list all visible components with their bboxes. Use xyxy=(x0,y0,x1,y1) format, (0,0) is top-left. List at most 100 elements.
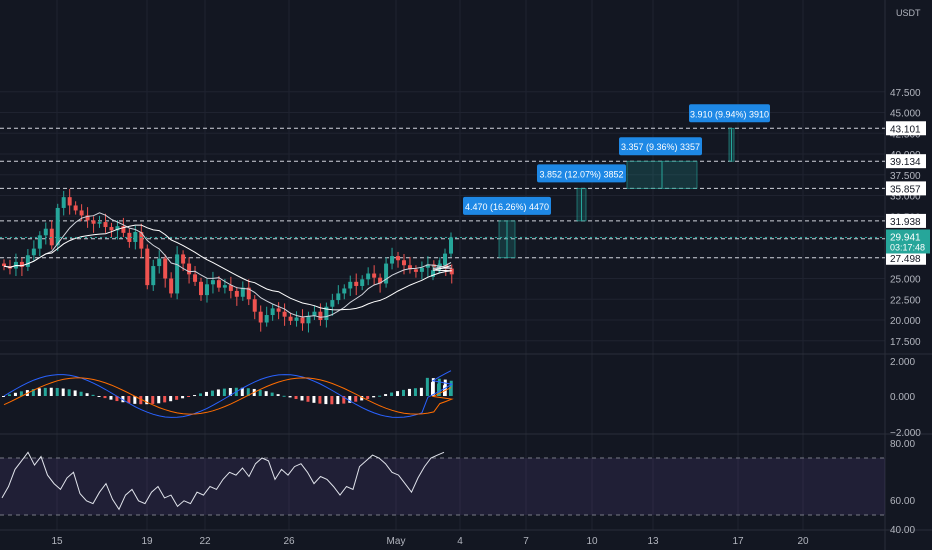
candle-body xyxy=(222,285,227,288)
macd-histogram-bar xyxy=(169,396,173,402)
candle-body xyxy=(396,256,401,261)
macd-tick-label: −2.000 xyxy=(890,428,921,439)
level-tag-bg-0 xyxy=(886,121,926,136)
candle-body xyxy=(79,210,84,216)
candle-body xyxy=(234,290,239,297)
macd-histogram-bar xyxy=(282,395,286,397)
rsi-band-fill xyxy=(0,458,885,515)
candle-body xyxy=(2,263,6,267)
macd-histogram-bar xyxy=(145,396,149,405)
price-tick-label: 35.000 xyxy=(890,192,921,203)
macd-histogram-bar xyxy=(79,391,83,396)
range-label-1: 3.852 (12.07%) 3852 xyxy=(539,169,623,179)
macd-histogram-bar xyxy=(204,391,208,396)
price-tick-label: 20.000 xyxy=(890,316,921,327)
macd-histogram-bar xyxy=(258,389,262,396)
rsi-tick-label: 80.00 xyxy=(890,439,915,450)
macd-histogram-bar xyxy=(61,388,65,396)
macd-histogram-bar xyxy=(425,377,429,396)
candle-body xyxy=(390,256,395,264)
macd-histogram-bar xyxy=(2,396,5,397)
macd-histogram-bar xyxy=(354,396,358,402)
macd-histogram-bar xyxy=(396,391,400,396)
macd-histogram-bar xyxy=(199,393,203,396)
candle-body xyxy=(91,220,96,224)
candle-body xyxy=(97,222,102,224)
macd-histogram-bar xyxy=(31,389,35,396)
candle-body xyxy=(103,222,108,228)
macd-histogram-bar xyxy=(419,387,423,396)
macd-histogram-bar xyxy=(407,388,411,396)
price-tick-label: 22.500 xyxy=(890,295,921,306)
level-tag-5: 27.498 xyxy=(890,254,921,265)
macd-tick-label: 2.000 xyxy=(890,357,915,368)
macd-histogram-bar xyxy=(264,391,268,396)
candle-body xyxy=(407,265,412,270)
candle-body xyxy=(216,280,221,288)
macd-histogram-bar xyxy=(437,383,440,396)
candle-body xyxy=(270,308,275,316)
candle-body xyxy=(413,269,418,272)
macd-histogram-bar xyxy=(348,396,352,403)
macd-histogram-bar xyxy=(7,394,11,396)
candle-body xyxy=(19,261,24,267)
candle-body xyxy=(37,235,42,249)
range-label-2: 3.357 (9.36%) 3357 xyxy=(621,142,700,152)
macd-histogram-bar xyxy=(330,396,334,405)
candle-body xyxy=(169,278,174,294)
macd-histogram-bar xyxy=(318,396,322,404)
candle-body xyxy=(246,287,251,300)
range-label-0: 4.470 (16.26%) 4470 xyxy=(465,202,549,212)
x-tick-label: 26 xyxy=(283,536,295,547)
x-tick-label: 4 xyxy=(457,536,463,547)
candle-body xyxy=(401,260,406,266)
candle-body xyxy=(318,311,323,320)
macd-histogram-bar xyxy=(133,396,137,404)
macd-histogram-bar xyxy=(67,389,71,396)
candle-body xyxy=(282,311,287,317)
macd-histogram-bar xyxy=(324,396,328,405)
price-tick-label: 45.000 xyxy=(890,109,921,120)
rsi-tick-label: 60.00 xyxy=(890,496,915,507)
candle-body xyxy=(181,254,186,264)
macd-histogram-bar xyxy=(175,396,179,400)
macd-histogram-bar xyxy=(139,396,143,405)
level-tag-2: 35.857 xyxy=(890,184,921,195)
candle-body xyxy=(372,273,377,278)
candle-body xyxy=(109,227,114,231)
candle-body xyxy=(43,228,48,236)
macd-line-1 xyxy=(3,370,454,418)
candle-body xyxy=(252,299,257,312)
x-tick-label: 20 xyxy=(797,536,809,547)
candle-body xyxy=(199,281,204,296)
macd-histogram-bar xyxy=(336,396,340,405)
candle-body xyxy=(151,266,156,286)
candle-body xyxy=(139,232,144,249)
x-tick-label: 7 xyxy=(523,536,529,547)
candle-body xyxy=(306,315,311,324)
macd-histogram-bar xyxy=(109,396,113,400)
price-candles xyxy=(2,188,454,333)
currency-label: USDT xyxy=(896,8,921,18)
candle-body xyxy=(67,197,72,206)
macd-histogram-bar xyxy=(312,396,316,403)
candle-body xyxy=(163,258,168,279)
macd-histogram-bar xyxy=(240,387,244,396)
macd-histogram-bar xyxy=(401,389,405,396)
moving-average-1 xyxy=(3,212,452,318)
candle-body xyxy=(145,248,150,286)
candle-body xyxy=(264,315,269,323)
price-tick-label: 47.500 xyxy=(890,88,921,99)
x-tick-label: May xyxy=(387,536,406,547)
level-tag-1: 39.134 xyxy=(890,157,921,168)
candle-body xyxy=(342,288,347,294)
candle-body xyxy=(443,253,447,266)
macd-histogram-bar xyxy=(19,391,23,396)
last-price-tag: 29.941 xyxy=(890,232,921,243)
macd-histogram-bar xyxy=(431,382,434,396)
macd-histogram-bar xyxy=(306,396,310,402)
candle-body xyxy=(449,268,454,275)
candle-body xyxy=(187,263,192,275)
